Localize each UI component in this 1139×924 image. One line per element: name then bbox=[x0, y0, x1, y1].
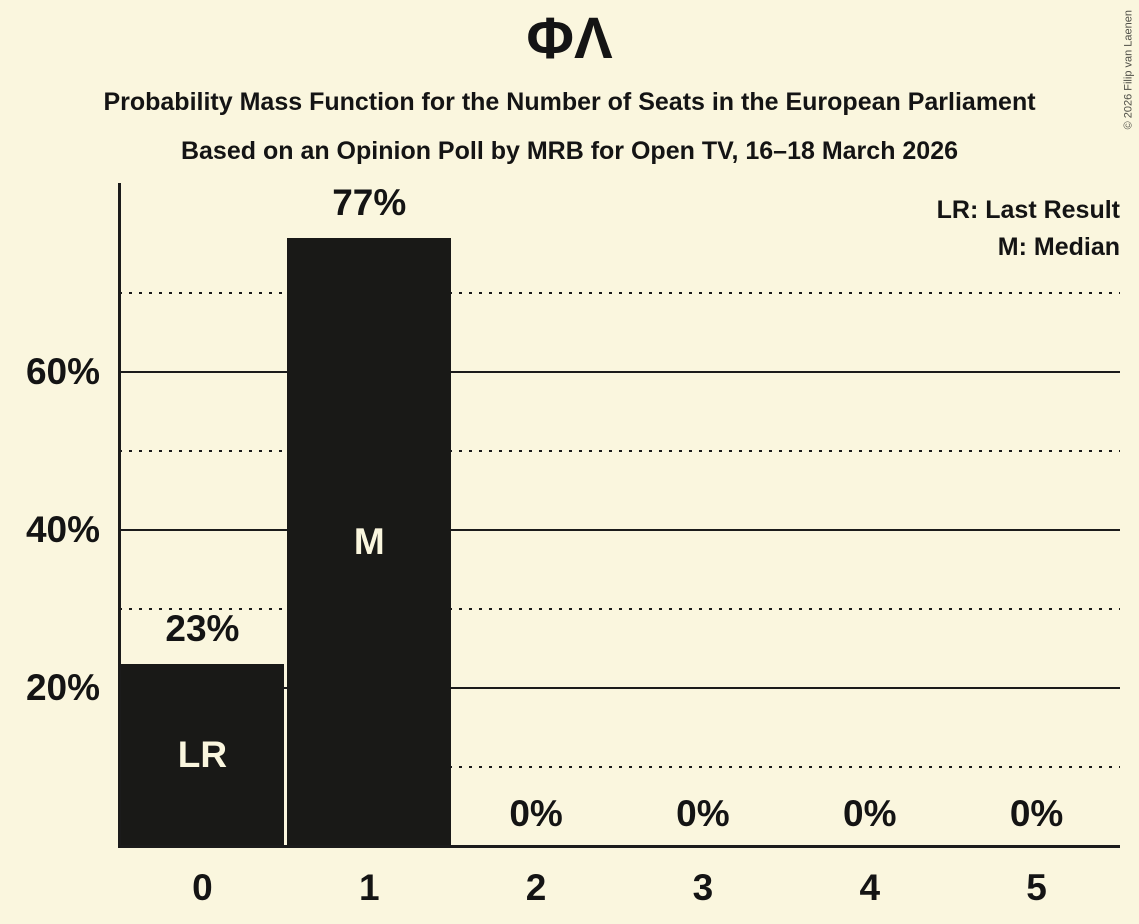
bar-value-label-1: 77% bbox=[332, 181, 407, 223]
bar-value-label-0: 23% bbox=[165, 608, 240, 650]
x-tick-label-5: 5 bbox=[1026, 867, 1047, 908]
x-axis-labels: 0 1 2 3 4 5 bbox=[119, 866, 1120, 914]
chart-source-line: Based on an Opinion Poll by MRB for Open… bbox=[180, 137, 959, 165]
bar-0 bbox=[120, 664, 285, 846]
y-tick-label-20: 20% bbox=[25, 667, 100, 708]
x-tick-label-2: 2 bbox=[525, 867, 547, 908]
x-tick-label-4: 4 bbox=[859, 867, 881, 908]
bar-annotation-M: M bbox=[353, 520, 385, 562]
chart-subtitle: Probability Mass Function for the Number… bbox=[103, 88, 1036, 116]
x-tick-label-3: 3 bbox=[692, 867, 714, 908]
copyright-note: © 2026 Filip van Laenen bbox=[1122, 10, 1134, 130]
bar-1 bbox=[287, 237, 452, 846]
y-axis-labels: 20% 40% 60% bbox=[0, 183, 100, 846]
x-tick-label-1: 1 bbox=[358, 867, 380, 908]
legend-entry-last-result: LR: Last Result bbox=[936, 196, 1120, 224]
bar-value-label-3: 0% bbox=[676, 793, 730, 834]
x-tick-label-0: 0 bbox=[192, 867, 213, 908]
gridline-solid-40 bbox=[119, 529, 1120, 531]
gridline-dotted-50 bbox=[119, 450, 1120, 452]
y-axis-line bbox=[118, 183, 121, 846]
bar-value-label-4: 0% bbox=[843, 793, 897, 834]
gridline-dotted-70 bbox=[119, 292, 1120, 294]
y-tick-label-60: 60% bbox=[25, 351, 100, 392]
bar-value-label-5: 0% bbox=[1009, 793, 1064, 834]
gridline-solid-60 bbox=[119, 371, 1120, 373]
gridline-dotted-10 bbox=[119, 766, 1120, 768]
bar-annotation-LR: LR bbox=[177, 734, 228, 776]
legend: LR: Last Result M: Median bbox=[937, 192, 1120, 266]
legend-entry-median: M: Median bbox=[997, 233, 1120, 261]
gridline-dotted-30 bbox=[119, 608, 1120, 610]
chart-title: ΦΛ bbox=[526, 6, 613, 71]
y-tick-label-40: 40% bbox=[25, 509, 100, 550]
bar-value-label-2: 0% bbox=[509, 793, 563, 834]
gridline-solid-20 bbox=[119, 687, 1120, 689]
x-axis-line bbox=[118, 845, 1120, 848]
plot-area: 23% LR 77% M 0% 0% 0% 0% bbox=[118, 181, 1120, 848]
